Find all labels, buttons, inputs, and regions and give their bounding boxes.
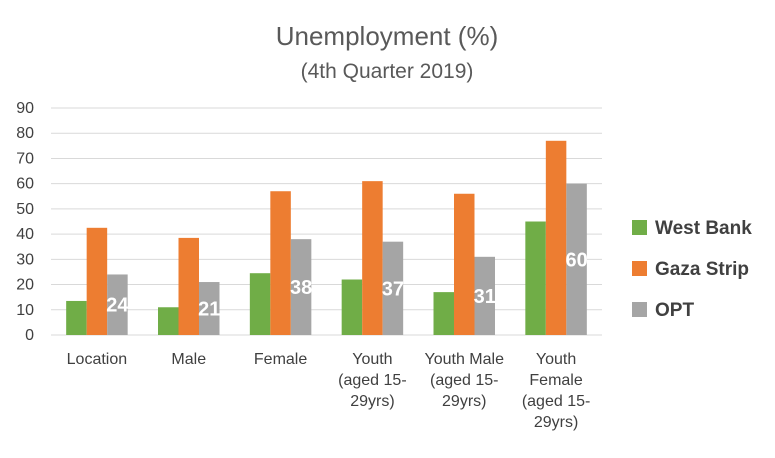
x-category-label: Location	[67, 351, 128, 368]
y-tick-label: 20	[16, 277, 34, 294]
x-category-line: (aged 15-	[338, 372, 407, 389]
legend-label: West Bank	[655, 218, 752, 239]
bar-gaza-strip	[362, 181, 383, 335]
x-category-line: Youth	[352, 351, 392, 368]
bar-west-bank	[249, 273, 271, 335]
x-category-line: 29yrs)	[350, 393, 394, 410]
x-category-label: Male	[171, 351, 206, 368]
x-category-line: (aged 15-	[522, 393, 591, 410]
bar-west-bank	[525, 221, 546, 335]
x-category-line: 29yrs)	[442, 393, 486, 410]
bar-opt	[566, 183, 587, 335]
data-label: 38	[290, 277, 312, 299]
bar-west-bank	[158, 307, 179, 335]
data-label: 24	[106, 295, 129, 317]
legend: West Bank Gaza Strip OPT	[632, 218, 752, 321]
data-label: 31	[474, 286, 496, 308]
x-category-line: Female	[529, 372, 582, 389]
y-axis-ticks: 0 10 20 30 40 50 60 70 80 90	[16, 100, 34, 344]
legend-swatch	[632, 302, 647, 317]
y-tick-label: 50	[16, 201, 34, 218]
bar-gaza-strip	[178, 237, 199, 335]
x-category-label: Youth (aged 15- 29yrs)	[338, 351, 407, 410]
x-category-label: Youth Female (aged 15- 29yrs)	[522, 351, 591, 431]
bar-west-bank	[66, 300, 87, 335]
x-category-line: (aged 15-	[430, 372, 499, 389]
bar-opt	[290, 239, 312, 335]
x-category-line: Youth	[536, 351, 576, 368]
x-category-line: Female	[254, 351, 307, 368]
chart-title: Unemployment (%)	[276, 21, 499, 51]
y-tick-label: 10	[16, 302, 34, 319]
y-tick-label: 30	[16, 251, 34, 268]
bar-gaza-strip	[86, 227, 108, 335]
data-label: 37	[382, 278, 404, 300]
legend-swatch	[632, 220, 647, 235]
bar-west-bank	[341, 279, 363, 335]
x-category-line: Youth Male	[425, 351, 505, 368]
bar-opt	[107, 274, 128, 335]
y-tick-label: 70	[16, 150, 34, 167]
gridlines	[51, 107, 602, 336]
x-category-line: Male	[171, 351, 206, 368]
y-tick-label: 90	[16, 100, 34, 117]
legend-label: OPT	[655, 300, 694, 321]
x-axis-categories: Location Male Female Youth (aged 15-29yrs)Yo…	[67, 351, 591, 431]
bar-opt	[382, 241, 404, 335]
chart-subtitle: (4th Quarter 2019)	[301, 60, 474, 83]
legend-swatch	[632, 261, 647, 276]
data-label: 21	[198, 299, 220, 321]
bar-opt	[474, 256, 495, 335]
y-tick-label: 0	[25, 327, 34, 344]
bars	[66, 140, 587, 335]
x-category-label: Youth Male (aged 15- 29yrs)	[425, 351, 505, 410]
legend-label: Gaza Strip	[655, 259, 749, 280]
y-tick-label: 80	[16, 125, 34, 142]
x-category-label: Female	[254, 351, 307, 368]
bar-gaza-strip	[454, 193, 475, 335]
x-category-line: 29yrs)	[534, 414, 578, 431]
x-category-line: Location	[67, 351, 128, 368]
y-tick-label: 60	[16, 176, 34, 193]
data-label: 60	[565, 249, 587, 271]
bar-gaza-strip	[270, 191, 291, 335]
bar-opt	[199, 282, 220, 335]
data-labels: 24 21 38 37 31 60	[106, 249, 587, 320]
bar-west-bank	[433, 292, 454, 335]
bar-gaza-strip	[545, 140, 567, 335]
y-tick-label: 40	[16, 226, 34, 243]
